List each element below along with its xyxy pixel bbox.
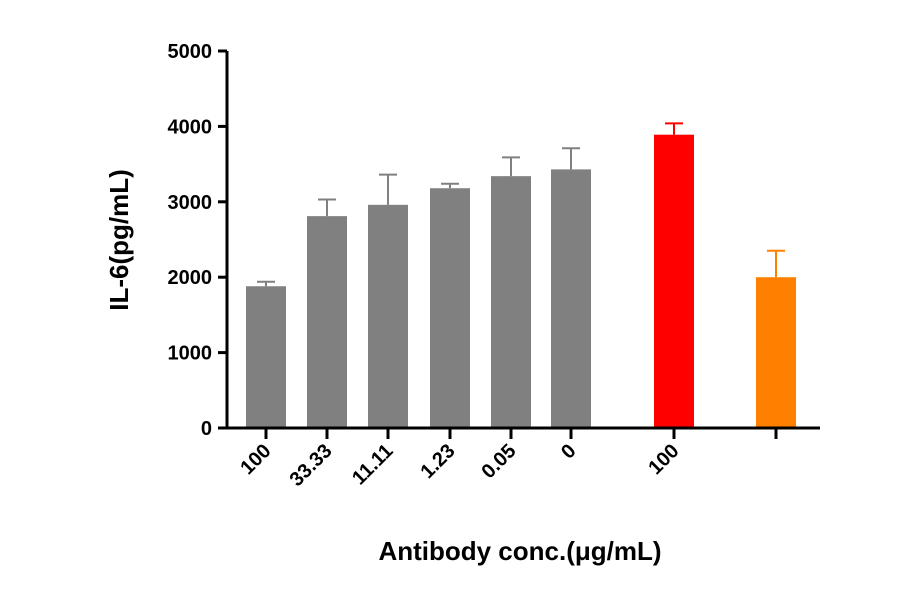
bar-2	[368, 204, 408, 428]
x-tick-label-0: 100	[236, 440, 275, 479]
x-tick-label-5: 0	[557, 440, 580, 463]
x-axis-label: Antibody conc.(μg/mL)	[378, 536, 661, 566]
bar-0	[246, 286, 286, 428]
y-tick-label-2: 2000	[168, 267, 213, 289]
bar-1	[307, 216, 347, 428]
bar-4	[491, 176, 531, 428]
bar-5	[551, 169, 591, 429]
x-tick-label-1: 33.33	[286, 440, 337, 491]
bar-3	[430, 188, 470, 428]
bar-6	[654, 134, 694, 428]
axes-layer	[218, 49, 820, 439]
bar-7	[756, 277, 796, 428]
y-tick-label-3: 3000	[168, 192, 213, 214]
y-tick-label-5: 5000	[168, 41, 213, 63]
x-tick-label-3: 1.23	[416, 440, 459, 483]
y-tick-label-0: 0	[201, 418, 212, 440]
x-tick-label-4: 0.05	[477, 440, 520, 483]
x-tick-label-6: 100	[644, 440, 683, 479]
x-tick-label-2: 11.11	[348, 440, 397, 489]
y-axis-label: IL-6(pg/mL)	[104, 169, 134, 311]
bars-layer	[246, 122, 796, 429]
y-tick-label-1: 1000	[168, 343, 213, 365]
y-tick-label-4: 4000	[168, 116, 213, 138]
